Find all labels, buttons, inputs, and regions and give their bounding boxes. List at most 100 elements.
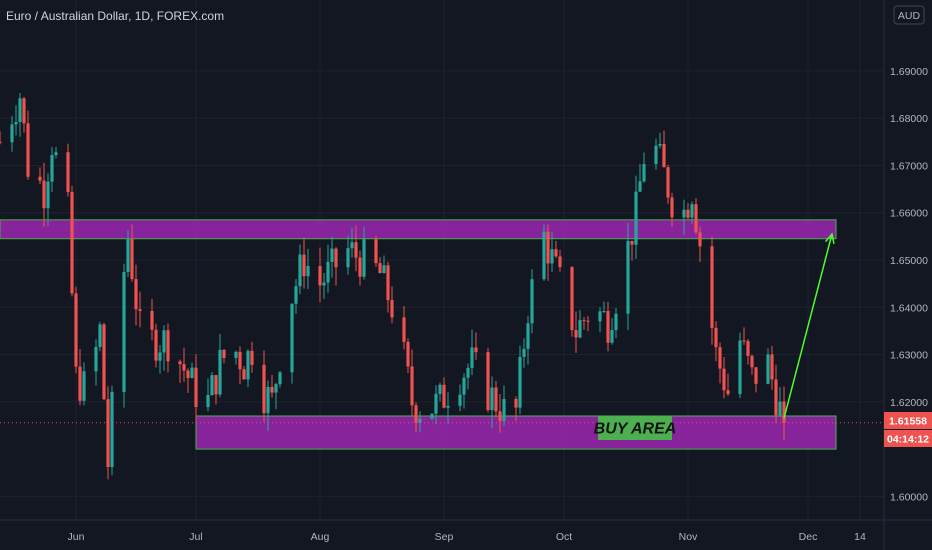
time-axis[interactable]: Jun Jul Aug Sep Oct Nov Dec 14 — [0, 519, 932, 543]
candle-body — [554, 249, 558, 257]
candle-body — [38, 176, 42, 181]
time-tick-label: Jun — [68, 531, 85, 543]
candle-body — [442, 384, 446, 408]
trend-arrow[interactable] — [783, 232, 835, 419]
candle-body — [54, 152, 58, 156]
time-tick-label: Dec — [799, 531, 818, 543]
countdown-badge: 04:14:12 — [884, 430, 932, 447]
candle-body — [606, 311, 610, 343]
candle-body — [658, 143, 662, 146]
candle-body — [578, 320, 582, 338]
candle-body — [766, 354, 770, 384]
candle-body — [386, 265, 390, 301]
buy-area-zone[interactable] — [195, 415, 837, 450]
time-tick-label: Oct — [556, 531, 572, 543]
candle-body — [614, 313, 618, 330]
candle-body — [462, 377, 466, 395]
candle-body — [574, 329, 578, 338]
candle-body — [74, 293, 78, 367]
chart-title: Euro / Australian Dollar, 1D, FOREX.com — [6, 9, 224, 23]
price-tick-label: 1.67000 — [890, 160, 928, 172]
candle-body — [714, 327, 718, 348]
candle-body — [206, 394, 210, 408]
candle-body — [106, 399, 110, 468]
candle-body — [682, 209, 686, 218]
price-tick-label: 1.62000 — [890, 397, 928, 409]
time-tick-label: Jul — [189, 531, 202, 543]
candle-body — [246, 350, 250, 380]
candle-body — [750, 355, 754, 368]
candle-body — [446, 405, 450, 408]
candle-body — [302, 254, 306, 277]
candle-body — [78, 366, 82, 401]
candle-body — [558, 256, 562, 268]
candle-body — [654, 145, 658, 165]
candle-body — [486, 352, 490, 410]
candle-body — [242, 369, 246, 380]
candle-body — [638, 181, 642, 192]
currency-label: AUD — [898, 10, 921, 22]
candle-body — [94, 347, 98, 372]
candle-body — [318, 265, 322, 286]
candle-body — [158, 352, 162, 361]
candle-body — [138, 309, 142, 311]
candle-body — [262, 364, 266, 414]
candle-body — [782, 401, 786, 423]
buy-area-label[interactable]: BUY AREA — [594, 416, 677, 440]
candle-body — [602, 311, 606, 313]
candle-body — [698, 232, 702, 247]
candle-body — [626, 240, 630, 314]
candle-body — [214, 375, 218, 395]
candle-body — [710, 246, 714, 328]
time-tick-label: Aug — [311, 531, 330, 543]
candle-body — [570, 267, 574, 330]
candle-body — [514, 398, 518, 408]
price-axis[interactable]: 1.69000 1.68000 1.67000 1.66000 1.65000 1.640… — [883, 0, 928, 550]
candle-body — [438, 384, 442, 394]
candle-body — [498, 411, 502, 422]
candle-body — [522, 348, 526, 357]
candle-body — [402, 317, 406, 342]
candle-body — [418, 418, 422, 423]
candle-body — [662, 143, 666, 168]
price-tick-label: 1.68000 — [890, 113, 928, 125]
candle-body — [102, 324, 106, 400]
candle-body — [406, 341, 410, 367]
candle-body — [346, 248, 350, 268]
candle-body — [334, 248, 338, 268]
last-price-value: 1.61558 — [889, 416, 927, 428]
candle-body — [630, 240, 634, 245]
candle-body — [266, 386, 270, 414]
candle-body — [434, 393, 438, 414]
candle-body — [274, 384, 278, 393]
candle-body — [234, 351, 238, 358]
candle-body — [122, 271, 126, 392]
candle-body — [326, 261, 330, 283]
candle-body — [666, 167, 670, 198]
candle-body — [414, 405, 418, 423]
candle-body — [470, 347, 474, 368]
zones[interactable] — [0, 219, 837, 450]
candle-body — [490, 387, 494, 410]
candle-body — [126, 238, 130, 272]
candle-body — [690, 204, 694, 218]
candle-body — [466, 367, 470, 378]
candles — [0, 92, 786, 480]
candle-body — [18, 98, 22, 122]
candle-body — [726, 390, 730, 395]
time-tick-label: Sep — [435, 531, 454, 543]
candle-body — [530, 279, 534, 324]
candle-body — [294, 286, 298, 304]
candle-body — [526, 323, 530, 349]
resistance-zone[interactable] — [0, 219, 837, 240]
candle-body — [474, 347, 478, 353]
candle-body — [686, 209, 690, 218]
currency-button[interactable]: AUD — [893, 5, 925, 25]
price-tick-label: 1.69000 — [890, 66, 928, 78]
candle-body — [586, 320, 590, 322]
candle-body — [10, 124, 14, 143]
candle-body — [66, 152, 70, 193]
candle-body — [150, 310, 154, 330]
